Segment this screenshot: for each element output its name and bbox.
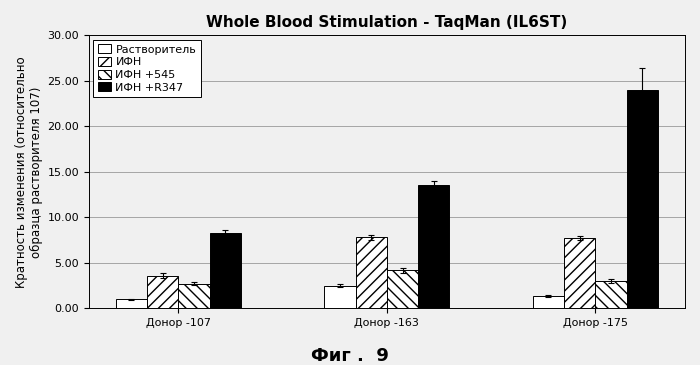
Bar [564, 238, 596, 308]
Bar [626, 90, 658, 308]
Bar [147, 276, 178, 308]
Bar [324, 285, 356, 308]
Bar [533, 296, 564, 308]
Bar [356, 237, 387, 308]
Legend: Растворитель, ИФН, ИФН +545, ИФН +R347: Растворитель, ИФН, ИФН +545, ИФН +R347 [93, 40, 201, 97]
Bar [116, 299, 147, 308]
Bar [387, 270, 418, 308]
Bar [418, 185, 449, 308]
Title: Whole Blood Stimulation - TaqMan (IL6ST): Whole Blood Stimulation - TaqMan (IL6ST) [206, 15, 568, 30]
Y-axis label: Кратность изменения (относительно
образца растворителя 107): Кратность изменения (относительно образц… [15, 56, 43, 288]
Bar [210, 233, 241, 308]
Text: Фиг .  9: Фиг . 9 [311, 347, 389, 365]
Bar [178, 284, 210, 308]
Bar [596, 281, 626, 308]
